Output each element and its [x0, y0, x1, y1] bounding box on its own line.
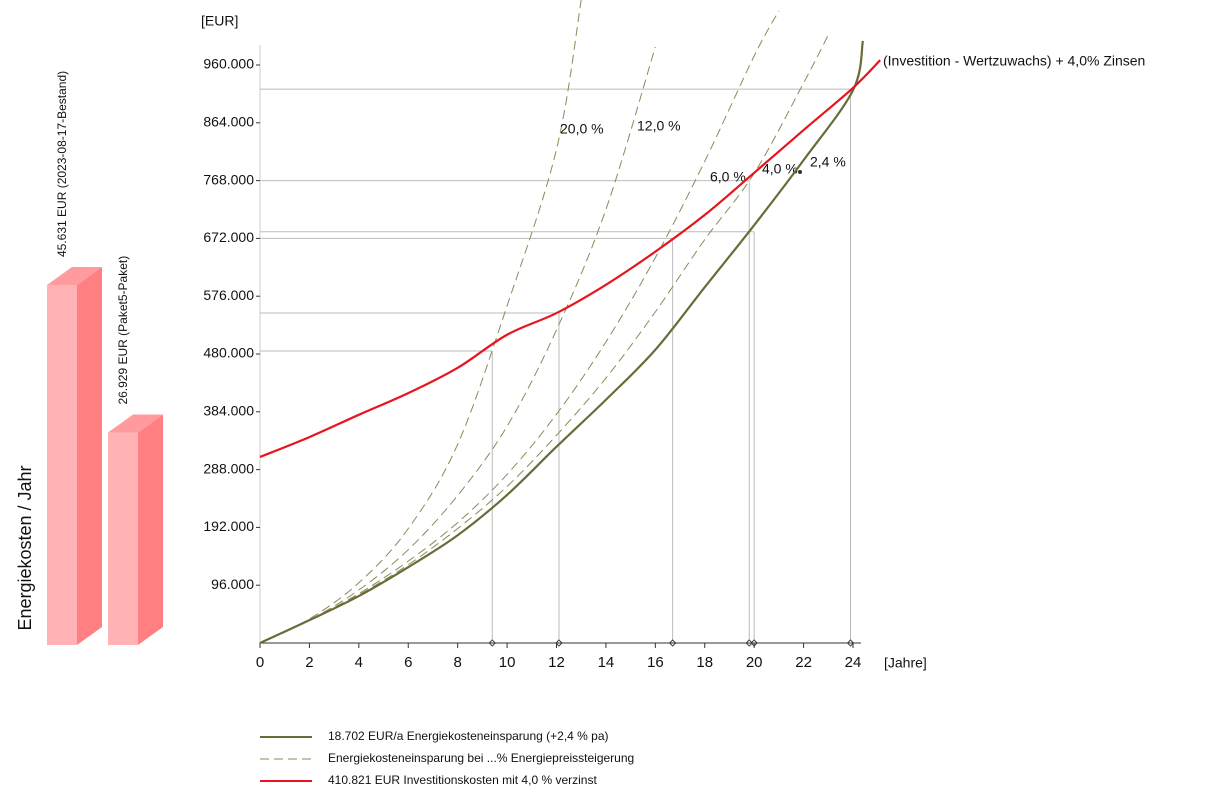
x-tick-label: 10	[499, 654, 516, 671]
line-series	[259, 34, 829, 644]
line-series	[259, 0, 582, 644]
x-tick-label: 22	[795, 654, 812, 671]
legend-label: 410.821 EUR Investitionskosten mit 4,0 %…	[328, 773, 597, 787]
x-tick-label: 8	[453, 654, 461, 671]
x-tick-label: 0	[256, 654, 264, 671]
y-tick-label: 480.000	[203, 345, 254, 361]
curve-label: 12,0 %	[637, 118, 681, 134]
legend-label: Energiekosteneinsparung bei ...% Energie…	[328, 751, 634, 765]
x-tick-label: 2	[305, 654, 313, 671]
bar-top	[108, 414, 163, 433]
y-tick-label: 192.000	[203, 518, 254, 534]
x-tick-label: 16	[647, 654, 664, 671]
y-tick-label: 576.000	[203, 287, 254, 303]
bar	[108, 432, 138, 645]
label-dot	[798, 170, 802, 174]
y-tick-label: 384.000	[203, 403, 254, 419]
x-unit: [Jahre]	[884, 655, 927, 671]
bar-top	[47, 267, 102, 285]
curve-label: 20,0 %	[560, 121, 604, 137]
y-unit: [EUR]	[201, 13, 238, 29]
y-tick-label: 768.000	[203, 171, 254, 187]
line-series	[259, 10, 780, 644]
y-tick-label: 96.000	[211, 576, 254, 592]
bar-label: 45.631 EUR (2023-08-17-Bestand)	[55, 71, 69, 257]
bar-title: Energiekosten / Jahr	[15, 465, 35, 630]
y-tick-label: 960.000	[203, 56, 254, 72]
x-tick-label: 6	[404, 654, 412, 671]
bar	[47, 285, 77, 645]
x-tick-label: 18	[696, 654, 713, 671]
line-series	[259, 40, 864, 644]
curve-label: 2,4 %	[810, 154, 846, 170]
line-series	[259, 46, 656, 644]
curve-label: 6,0 %	[710, 169, 746, 185]
y-tick-label: 288.000	[203, 460, 254, 476]
x-tick-label: 4	[355, 654, 363, 671]
bar-side	[138, 414, 163, 645]
y-tick-label: 672.000	[203, 229, 254, 245]
annotation: (Investition - Wertzuwachs) + 4,0% Zinse…	[883, 53, 1145, 69]
x-tick-label: 24	[845, 654, 862, 671]
curve-label: 4,0 %	[762, 161, 798, 177]
x-tick-label: 20	[746, 654, 763, 671]
y-tick-label: 864.000	[203, 114, 254, 130]
bar-side	[77, 267, 102, 645]
x-tick-label: 12	[548, 654, 565, 671]
legend-label: 18.702 EUR/a Energiekosteneinsparung (+2…	[328, 729, 609, 743]
x-tick-label: 14	[598, 654, 615, 671]
line-series	[259, 59, 881, 458]
bar-label: 26.929 EUR (Paket5-Paket)	[116, 256, 130, 405]
